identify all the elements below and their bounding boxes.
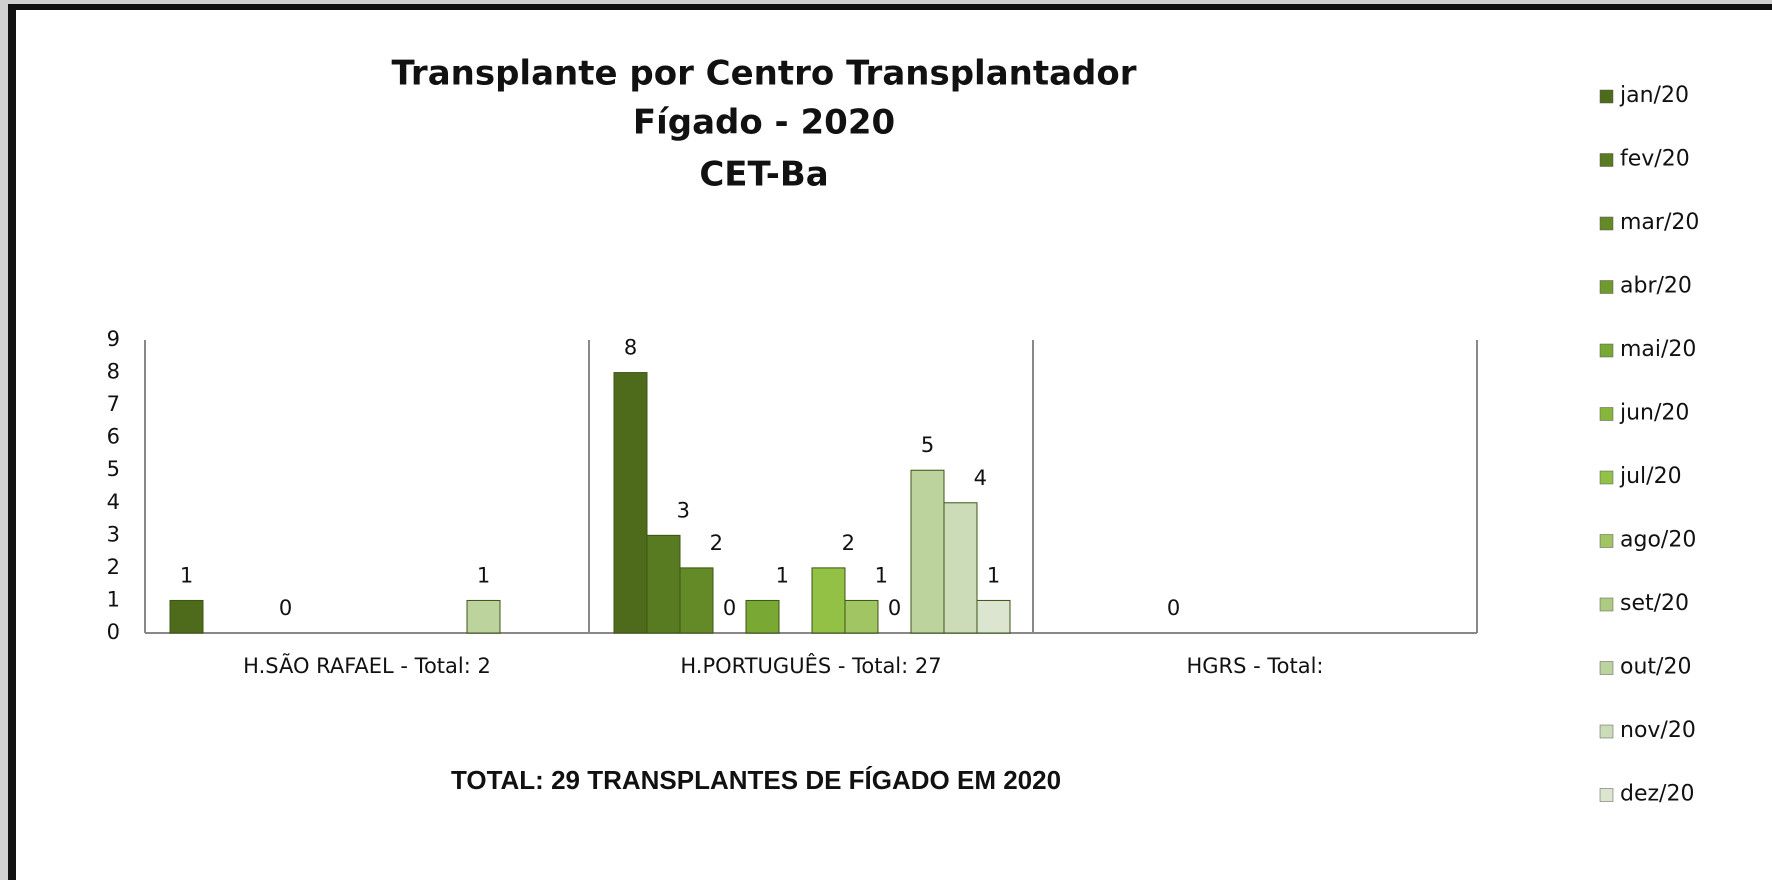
legend-swatch xyxy=(1599,153,1614,167)
data-label: 3 xyxy=(677,498,690,522)
y-tick-label: 2 xyxy=(107,555,120,579)
bar xyxy=(811,567,846,634)
legend-swatch xyxy=(1599,534,1614,548)
y-tick-label: 0 xyxy=(107,620,120,644)
data-label: 1 xyxy=(875,563,888,587)
legend-label: set/20 xyxy=(1620,591,1689,616)
bar xyxy=(466,599,501,634)
y-tick-label: 5 xyxy=(107,457,120,481)
legend-label: mai/20 xyxy=(1620,337,1696,362)
data-label: 2 xyxy=(842,531,855,555)
title-line: Transplante por Centro Transplantador xyxy=(391,54,1136,94)
data-label: 8 xyxy=(624,336,637,360)
data-label: 0 xyxy=(279,596,292,620)
legend-swatch xyxy=(1599,280,1614,294)
legend-label: out/20 xyxy=(1620,655,1691,680)
legend-label: jun/20 xyxy=(1619,401,1689,426)
legend-label: mar/20 xyxy=(1620,210,1699,235)
y-tick-label: 9 xyxy=(107,327,120,351)
y-tick-label: 6 xyxy=(107,425,120,449)
legend-label: jan/20 xyxy=(1619,83,1689,108)
data-label: 0 xyxy=(888,596,901,620)
x-tick-label: H.PORTUGUÊS - Total: 27 xyxy=(680,653,941,678)
data-label: 5 xyxy=(921,433,934,457)
legend-label: fev/20 xyxy=(1620,147,1690,172)
data-label: 1 xyxy=(180,563,193,587)
legend-label: dez/20 xyxy=(1620,782,1694,807)
legend-swatch xyxy=(1599,89,1614,104)
footer-note: TOTAL: 29 TRANSPLANTES DE FÍGADO EM 2020 xyxy=(451,765,1061,795)
bar xyxy=(613,372,648,634)
panel xyxy=(16,10,1772,880)
data-label: 1 xyxy=(477,563,490,587)
y-tick-label: 3 xyxy=(107,522,120,546)
bar xyxy=(169,599,204,634)
chart-title: Transplante por Centro Transplantador Fí… xyxy=(391,54,1136,195)
data-label: 2 xyxy=(710,531,723,555)
legend-label: abr/20 xyxy=(1620,274,1692,299)
title-line: CET-Ba xyxy=(699,155,828,195)
legend-swatch xyxy=(1599,661,1614,675)
data-label: 0 xyxy=(1167,596,1180,620)
bar xyxy=(679,567,714,634)
legend-swatch xyxy=(1599,788,1614,802)
bar xyxy=(844,599,879,634)
bar xyxy=(910,469,945,634)
data-label: 1 xyxy=(987,563,1000,587)
legend-label: ago/20 xyxy=(1620,528,1696,553)
data-label: 4 xyxy=(974,466,987,490)
y-tick-label: 8 xyxy=(107,360,120,384)
legend-swatch xyxy=(1599,216,1614,231)
legend-swatch xyxy=(1599,597,1614,612)
legend-label: nov/20 xyxy=(1620,718,1696,743)
title-line: Fígado - 2020 xyxy=(633,103,895,143)
legend-swatch xyxy=(1599,724,1614,739)
x-tick-label: H.SÃO RAFAEL - Total: 2 xyxy=(243,652,491,678)
bar xyxy=(943,502,978,634)
bar xyxy=(976,599,1011,634)
data-label: 0 xyxy=(723,596,736,620)
x-tick-label: HGRS - Total: xyxy=(1186,654,1323,678)
legend-swatch xyxy=(1599,470,1614,485)
legend-swatch xyxy=(1599,343,1614,358)
bar xyxy=(646,534,681,634)
y-tick-label: 1 xyxy=(107,587,120,611)
legend-label: jul/20 xyxy=(1619,464,1682,489)
y-tick-label: 7 xyxy=(107,392,120,416)
bar xyxy=(745,599,780,634)
legend-swatch xyxy=(1599,407,1614,421)
y-tick-label: 4 xyxy=(107,490,120,514)
data-label: 1 xyxy=(776,563,789,587)
